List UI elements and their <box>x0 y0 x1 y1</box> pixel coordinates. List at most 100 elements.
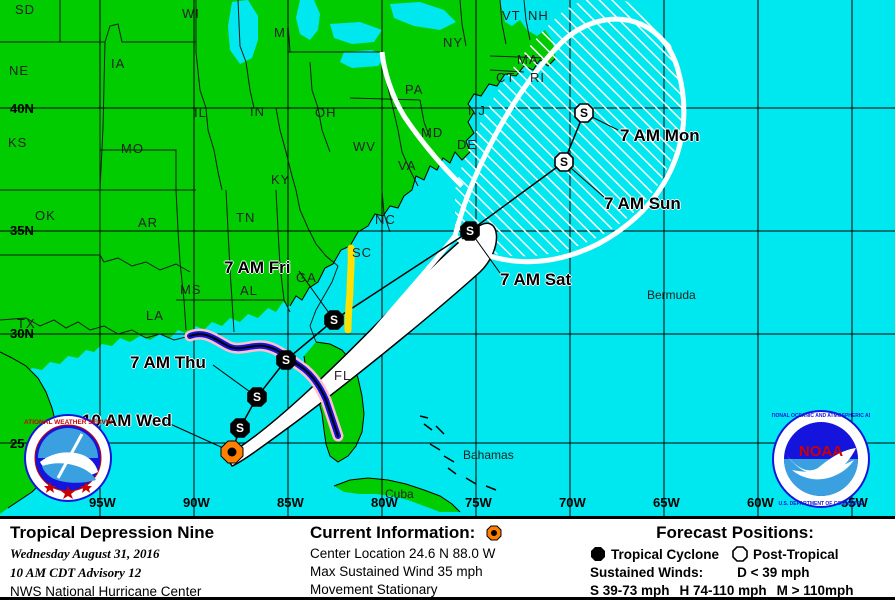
noaa-ring-text-bottom: U.S. DEPARTMENT OF COMMERCE <box>779 501 865 507</box>
wind-range-m: M > 110mph <box>776 583 854 598</box>
marker-category-label: S <box>281 353 290 367</box>
state-label-ri: RI <box>530 70 545 85</box>
post-tropical-symbol-icon <box>732 546 748 562</box>
tropical-storm-watch-line <box>344 244 355 334</box>
forecast-position-marker-tropical-cyclone[interactable]: S <box>230 418 250 438</box>
cone-outer-boundary <box>452 16 687 265</box>
tropical-cyclone-symbol-icon <box>590 546 606 562</box>
storm-date: Wednesday August 31, 2016 <box>10 546 160 561</box>
state-label-fl: FL <box>334 368 352 383</box>
state-label-oh: OH <box>315 105 337 120</box>
forecast-position-marker-tropical-cyclone[interactable]: S <box>324 310 344 330</box>
forecast-cone-hatched <box>455 0 683 257</box>
forecast-label-thu: 7 AM Thu <box>130 353 206 372</box>
marker-category-label: S <box>329 313 338 327</box>
marker-category-label: S <box>559 155 568 169</box>
state-label-va: VA <box>398 158 417 173</box>
forecast-symbol-row: Tropical Cyclone Post-Tropical <box>590 546 880 562</box>
forecast-label-sat: 7 AM Sat <box>500 270 572 289</box>
forecast-position-marker-tropical-cyclone[interactable]: S <box>276 350 296 370</box>
place-label-bahamas: Bahamas <box>463 448 514 462</box>
current-info-heading: Current Information: <box>310 523 476 542</box>
wind-range-d: D < 39 mph <box>737 565 810 580</box>
forecast-label-fri: 7 AM Fri <box>224 258 291 277</box>
marker-category-label: S <box>579 106 588 120</box>
forecast-position-marker-post-tropical[interactable]: S <box>554 152 574 172</box>
lon-label: 85W <box>277 495 304 510</box>
state-label-nh: NH <box>528 8 549 23</box>
state-label-wv: WV <box>353 139 376 154</box>
state-label-al: AL <box>240 283 258 298</box>
place-label-cuba: Cuba <box>385 487 414 501</box>
state-label-il: IL <box>194 105 207 120</box>
max-sustained-wind: Max Sustained Wind 35 mph <box>310 564 483 579</box>
nws-logo: NATIONAL WEATHER SERVICE <box>24 414 112 502</box>
state-label-ks: KS <box>8 135 28 150</box>
state-label-ok: OK <box>35 208 56 223</box>
lat-label: 30N <box>10 326 34 341</box>
map-graphics <box>0 0 895 516</box>
state-label-ny: NY <box>443 35 464 50</box>
state-label-md: MD <box>421 125 444 140</box>
post-tropical-label: Post-Tropical <box>753 546 839 562</box>
state-label-tx: TX <box>17 316 36 331</box>
state-label-pa: PA <box>405 82 424 97</box>
cone-outer-boundary-coast <box>379 51 464 188</box>
wind-range-s: S 39-73 mph <box>590 583 670 598</box>
lon-label: 65W <box>653 495 680 510</box>
lat-label: 25 <box>10 436 25 451</box>
state-label-ne: NE <box>9 63 30 78</box>
movement: Movement Stationary <box>310 582 438 597</box>
forecast-position-marker-tropical-cyclone[interactable]: S <box>460 221 480 241</box>
state-label-ms: MS <box>180 282 202 297</box>
forecast-position-marker-post-tropical[interactable]: S <box>574 103 594 123</box>
state-label-ct: CT <box>496 70 516 85</box>
state-label-in: IN <box>250 104 265 119</box>
forecast-position-marker-tropical-cyclone[interactable]: S <box>247 387 267 407</box>
state-label-ky: KY <box>271 172 291 187</box>
sustained-winds-label: Sustained Winds: <box>590 565 704 580</box>
landmass-north-america <box>0 0 556 382</box>
state-label-wi: WI <box>182 6 200 21</box>
forecast-label-mon: 7 AM Mon <box>620 126 700 145</box>
marker-category-label: S <box>252 390 261 404</box>
cone-outer-boundary-tail <box>358 227 479 351</box>
lat-label: 35N <box>10 223 34 238</box>
state-label-tn: TN <box>236 210 256 225</box>
forecast-label-sun: 7 AM Sun <box>604 194 681 213</box>
state-label-ga: GA <box>296 270 317 285</box>
storm-info-column: Tropical Depression Nine Wednesday Augus… <box>10 523 214 599</box>
lat-label: 40N <box>10 101 34 116</box>
wind-range-h: H 74-110 mph <box>679 583 767 598</box>
lon-label: 70W <box>559 495 586 510</box>
state-label-la: LA <box>146 308 164 323</box>
lon-label: 75W <box>465 495 492 510</box>
state-label-mi: MI <box>274 25 291 40</box>
noaa-logo: NOAA NATIONAL OCEANIC AND ATMOSPHERIC AD… <box>772 410 870 508</box>
storm-name: Tropical Depression Nine <box>10 523 215 542</box>
state-label-nc: NC <box>375 212 396 227</box>
storm-agency: NWS National Hurricane Center <box>10 584 202 599</box>
state-label-ma: MA <box>517 52 539 67</box>
noaa-center-text: NOAA <box>799 443 843 460</box>
current-info-column: Current Information: Center Location 24.… <box>310 523 502 597</box>
state-label-mo: MO <box>121 141 144 156</box>
forecast-label-wed: 10 AM Wed <box>82 411 172 430</box>
lon-label: 80W <box>371 495 398 510</box>
tropical-cyclone-label: Tropical Cyclone <box>611 546 720 562</box>
state-label-vt: VT <box>502 8 521 23</box>
state-label-nj: NJ <box>468 103 486 118</box>
place-label-bermuda: Bermuda <box>647 288 696 302</box>
state-label-ar: AR <box>138 215 159 230</box>
lon-label: 95W <box>89 495 116 510</box>
current-position-marker[interactable] <box>220 440 244 464</box>
state-label-sd: SD <box>15 2 36 17</box>
forecast-legend-column: Forecast Positions: Tropical Cyclone Pos… <box>590 523 880 598</box>
state-label-de: DE <box>457 137 478 152</box>
cuba <box>334 478 460 512</box>
forecast-map[interactable]: 40N 35N 30N 25 95W 90W 85W 80W 75W 70W 6… <box>0 0 895 516</box>
marker-category-label: S <box>465 224 474 238</box>
info-panel: Tropical Depression Nine Wednesday Augus… <box>0 516 895 600</box>
great-lakes <box>228 0 456 68</box>
